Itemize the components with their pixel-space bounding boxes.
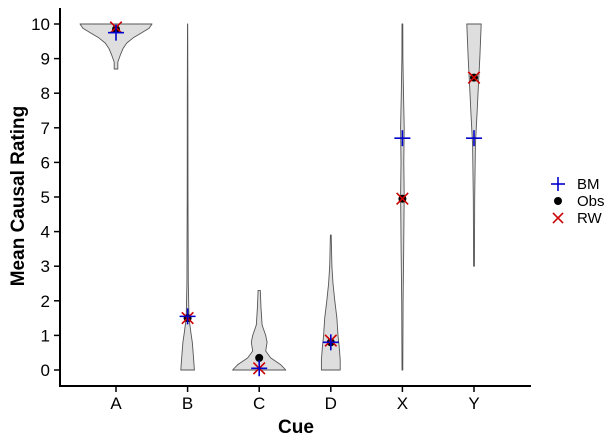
point-bm-d bbox=[322, 334, 339, 351]
legend-label-rw: RW bbox=[577, 210, 603, 227]
y-tick-label: 10 bbox=[31, 15, 50, 34]
x-axis-title: Cue bbox=[278, 417, 314, 438]
y-tick-label: 5 bbox=[41, 188, 50, 207]
x-tick-label: A bbox=[110, 394, 122, 413]
point-rw-y bbox=[467, 71, 481, 84]
y-tick-label: 2 bbox=[41, 292, 50, 311]
markers-layer bbox=[108, 21, 482, 377]
point-rw-x bbox=[396, 192, 409, 206]
legend-key-bm bbox=[551, 177, 565, 191]
legend-key-obs bbox=[554, 197, 562, 205]
point-bm-a bbox=[108, 24, 124, 41]
point-bm-c bbox=[251, 360, 268, 377]
y-tick-label: 3 bbox=[41, 257, 50, 276]
y-tick-label: 8 bbox=[41, 84, 50, 103]
violin-b bbox=[180, 23, 195, 371]
point-rw-x-b bbox=[396, 192, 409, 206]
legend-key-rw-b bbox=[552, 212, 564, 224]
y-axis-title: Mean Causal Rating bbox=[8, 106, 29, 287]
legend-label-obs: Obs bbox=[577, 193, 605, 210]
violins-layer bbox=[79, 23, 482, 371]
x-tick-label: B bbox=[182, 394, 193, 413]
violin-a bbox=[79, 23, 153, 70]
violin-c bbox=[232, 289, 287, 371]
point-bm-y bbox=[466, 130, 482, 147]
y-tick-label: 7 bbox=[41, 119, 50, 138]
y-tick-label: 1 bbox=[41, 326, 50, 345]
x-tick-label: C bbox=[253, 394, 265, 413]
x-tick-label: D bbox=[325, 394, 337, 413]
y-ticks-layer: 0 1 2 3 4 5 6 7 8 9 10 bbox=[31, 15, 60, 380]
point-rw-y-b bbox=[467, 71, 481, 84]
axes-layer bbox=[59, 8, 531, 387]
legend-key-rw bbox=[552, 212, 564, 224]
y-tick-label: 0 bbox=[41, 361, 50, 380]
y-tick-label: 9 bbox=[41, 50, 50, 69]
point-obs-c bbox=[255, 353, 264, 362]
x-tick-label: X bbox=[397, 394, 408, 413]
point-bm-b bbox=[179, 308, 196, 325]
y-tick-label: 6 bbox=[41, 153, 50, 172]
x-tick-label: Y bbox=[468, 394, 479, 413]
legend-label-bm: BM bbox=[577, 176, 600, 193]
point-bm-x bbox=[394, 130, 411, 147]
y-tick-label: 4 bbox=[41, 223, 50, 242]
